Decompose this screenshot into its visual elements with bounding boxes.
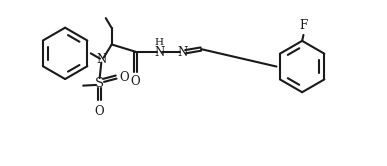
Text: S: S	[95, 77, 104, 89]
Text: O: O	[95, 105, 104, 118]
Text: N: N	[96, 53, 106, 66]
Text: F: F	[299, 19, 308, 32]
Text: O: O	[130, 75, 140, 88]
Text: O: O	[119, 71, 129, 83]
Text: H: H	[155, 38, 164, 47]
Text: N: N	[154, 46, 164, 59]
Text: N: N	[178, 46, 188, 59]
